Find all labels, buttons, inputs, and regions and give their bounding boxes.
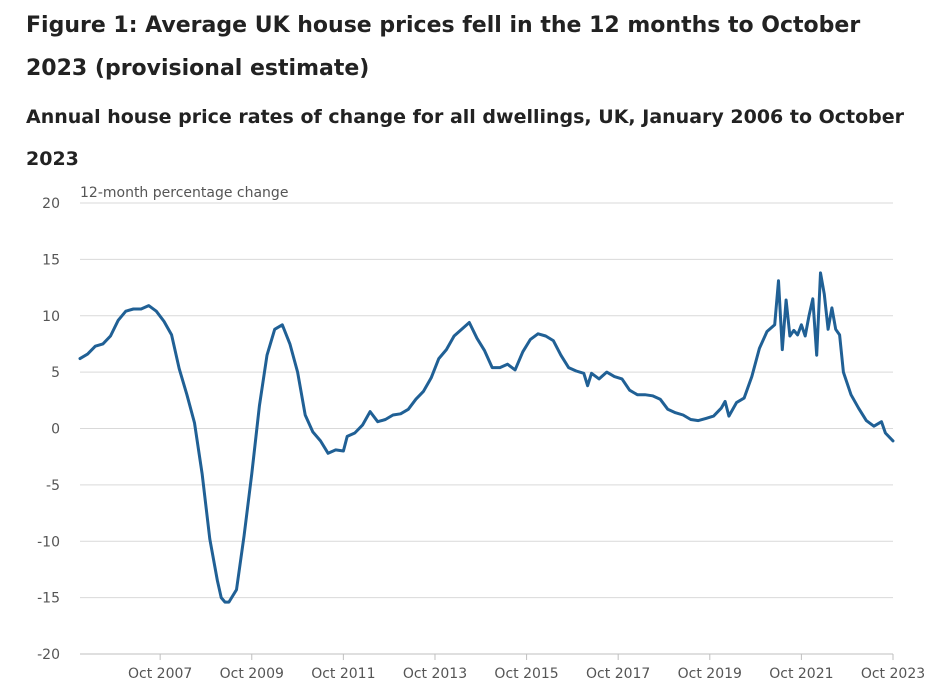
gridlines — [80, 202, 893, 655]
y-tick-label: 10 — [42, 309, 60, 325]
y-tick-label: -15 — [37, 591, 60, 607]
y-tick-label: -10 — [37, 534, 60, 550]
x-tick-label: Oct 2019 — [678, 666, 742, 682]
y-axis-label: 12-month percentage change — [80, 185, 288, 201]
x-tick-label: Oct 2023 — [861, 666, 925, 682]
y-tick-label: 0 — [51, 422, 60, 438]
x-tick-label: Oct 2011 — [311, 666, 375, 682]
y-tick-label: 15 — [42, 252, 60, 268]
x-tick-label: Oct 2007 — [128, 666, 192, 682]
y-tick-label: -20 — [37, 647, 60, 663]
y-tick-label: -5 — [46, 478, 60, 494]
y-tick-label: 20 — [42, 196, 60, 212]
chart-subtitle: Annual house price rates of change for a… — [26, 106, 905, 170]
y-axis-ticks: 20 15 10 5 0 -5 -10 -15 -20 — [37, 196, 60, 663]
x-tick-label: Oct 2021 — [769, 666, 833, 682]
x-tick-label: Oct 2009 — [220, 666, 284, 682]
x-tick-label: Oct 2013 — [403, 666, 467, 682]
x-tick-label: Oct 2017 — [586, 666, 650, 682]
x-tick-label: Oct 2015 — [494, 666, 558, 682]
figure-title: Figure 1: Average UK house prices fell i… — [26, 13, 861, 81]
y-tick-label: 5 — [51, 365, 60, 381]
series-line — [78, 271, 895, 604]
x-axis-ticks: Oct 2007 Oct 2009 Oct 2011 Oct 2013 Oct 2015… — [128, 654, 925, 682]
